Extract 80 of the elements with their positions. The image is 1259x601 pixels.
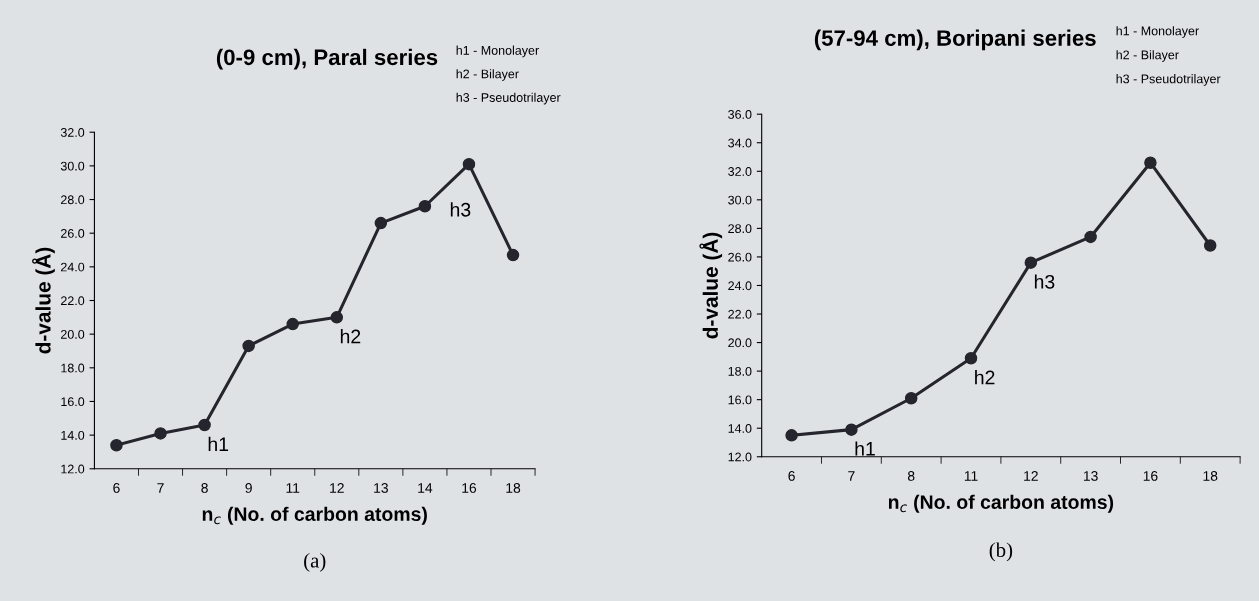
point [1203,239,1217,252]
x-tick-label: 6 [113,483,120,493]
y-tick-label: 22.0 [61,296,85,306]
chart-title: (0-9 cm), Paral series [216,48,438,70]
x-tick-label: 16 [1143,471,1158,481]
x-tick-label: 13 [374,483,388,493]
y-tick-label: 14.0 [61,430,85,440]
point [964,352,978,365]
point [374,216,388,230]
point [330,311,344,324]
x-tick-label: 12 [1024,471,1038,481]
text: h1 - Monolayer [1116,26,1199,38]
point [1144,156,1157,169]
x-tick-label: 12 [330,483,344,493]
y-tick-label: 26.0 [728,252,752,262]
point [904,391,918,405]
chart-title: (57-94 cm), Boripani series [814,29,1096,51]
text: (b) [989,542,1013,562]
text: h3 - Pseudotrilayer [1116,74,1221,86]
y-tick-label: 24.0 [728,281,752,291]
y-tick-label: 12.0 [61,464,85,474]
y-tick-label: 20.0 [728,338,752,348]
x-tick-label: 6 [788,471,795,481]
point [1024,256,1038,269]
x-tick-label: 18 [1203,471,1218,481]
point [242,339,255,353]
y-tick-label: 32.0 [728,167,752,176]
y-tick-label: 24.0 [61,262,85,272]
x-tick-label: 8 [907,471,915,481]
x-tick-label: 11 [286,483,300,493]
x-axis-title: n$_{c}$ (No. of carbon atoms) [888,494,1114,513]
point [418,200,432,213]
y-tick-label: 16.0 [728,395,752,405]
y-axis-title: d-value (Å) [32,247,55,354]
y-tick-label: 26.0 [61,228,85,238]
annotation: h1 [855,441,875,456]
point [462,157,476,171]
y-tick-label: 18.0 [61,363,85,373]
point [110,438,123,452]
y-tick-label: 30.0 [728,195,752,205]
text: h1 - Monolayer [456,45,539,58]
point [154,427,167,440]
annotation: h1 [208,436,229,451]
y-tick-label: 18.0 [728,366,752,376]
y-tick-label: 30.0 [60,161,85,171]
x-tick-label: 7 [157,483,164,493]
x-tick-label: 9 [245,483,252,493]
point [1084,230,1097,244]
point [845,423,858,436]
y-tick-label: 36.0 [728,109,752,119]
x-tick-label: 11 [964,471,978,481]
y-tick-label: 12.0 [728,452,752,462]
y-tick-label: 28.0 [728,224,752,234]
point [785,429,798,442]
text: (a) [304,552,326,572]
point [198,418,211,432]
y-tick-label: 28.0 [61,195,85,205]
annotation: h3 [450,202,471,217]
x-tick-label: 14 [418,483,433,493]
annotation: h2 [975,370,995,385]
x-tick-label: 13 [1083,471,1098,481]
annotation: h3 [1034,274,1055,289]
y-tick-label: 32.0 [60,128,85,137]
x-axis-title: n$_{c}$ (No. of carbon atoms) [202,506,427,525]
x-tick-label: 8 [201,483,208,493]
y-tick-label: 34.0 [728,138,752,148]
y-axis-title: d-value (Å) [699,232,723,339]
y-tick-label: 14.0 [728,424,752,433]
text: h3 - Pseudotrilayer [456,92,561,105]
x-tick-label: 18 [506,483,521,493]
text: h2 - Bilayer [456,69,519,81]
text: h2 - Bilayer [1116,50,1179,62]
point [506,248,520,262]
x-tick-label: 16 [462,483,477,493]
y-tick-label: 16.0 [61,397,85,407]
point [286,317,299,331]
annotation: h2 [340,329,361,344]
y-tick-label: 20.0 [61,329,85,339]
y-tick-label: 22.0 [728,309,752,319]
x-tick-label: 7 [848,471,855,481]
